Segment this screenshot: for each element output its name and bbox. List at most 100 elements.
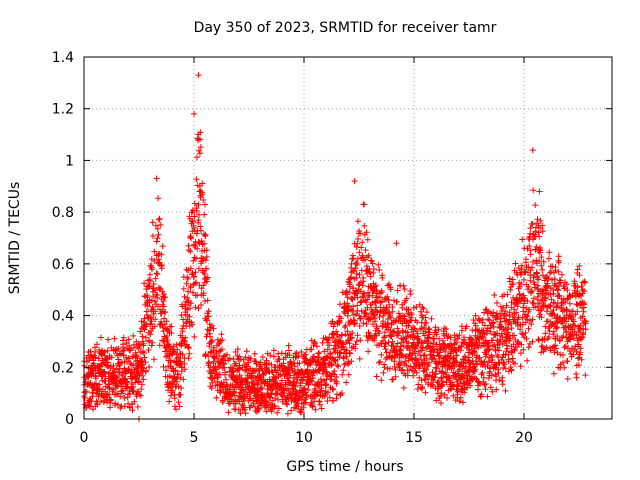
data-point (138, 358, 145, 364)
data-point (515, 339, 522, 346)
data-point (339, 371, 346, 378)
data-point (183, 280, 190, 287)
y-tick-label: 0.4 (52, 309, 74, 325)
data-point (338, 315, 344, 322)
data-point (432, 370, 439, 377)
data-point (490, 323, 497, 330)
data-point (582, 279, 589, 286)
data-point (405, 322, 412, 329)
data-point (399, 320, 406, 327)
data-point (343, 379, 350, 386)
data-point (334, 362, 341, 369)
data-point (153, 238, 160, 245)
data-point (549, 263, 556, 270)
data-point (488, 352, 495, 359)
data-point (466, 339, 472, 346)
data-point (135, 378, 142, 385)
data-point (486, 346, 493, 352)
data-point (550, 328, 557, 335)
data-point (181, 293, 188, 300)
data-point (203, 265, 210, 272)
data-point (160, 291, 167, 298)
data-point (556, 314, 563, 321)
data-point (195, 265, 202, 272)
data-point (408, 311, 415, 318)
data-point (456, 366, 463, 373)
data-point (554, 286, 561, 293)
data-point (529, 221, 536, 228)
axis-ticks (83, 56, 612, 420)
data-point (363, 321, 370, 327)
data-point (150, 233, 156, 239)
data-point (309, 403, 316, 410)
data-point (549, 276, 555, 283)
data-point (378, 289, 385, 296)
data-point (350, 255, 357, 262)
data-point (457, 362, 464, 369)
data-point (200, 290, 207, 297)
data-point (126, 355, 133, 362)
data-point (205, 308, 212, 315)
data-point (529, 316, 536, 323)
data-point (193, 176, 200, 183)
data-point (364, 236, 371, 243)
data-point (574, 266, 581, 273)
data-point (373, 373, 380, 380)
data-point (356, 249, 363, 256)
data-point (96, 381, 103, 388)
data-point (368, 258, 375, 264)
data-point (140, 342, 147, 349)
data-point (186, 305, 193, 312)
data-point (375, 261, 382, 268)
data-point (139, 348, 146, 355)
data-point (287, 372, 294, 379)
data-point (573, 332, 580, 339)
data-point (509, 276, 516, 283)
data-point (357, 315, 364, 322)
data-point (197, 129, 204, 136)
data-point (137, 392, 144, 399)
data-point (236, 398, 243, 405)
x-tick-label: 5 (190, 430, 199, 446)
data-point (554, 324, 561, 331)
data-point (189, 270, 196, 276)
data-point (542, 295, 549, 302)
data-point (539, 266, 546, 273)
data-point (376, 359, 382, 366)
data-point (493, 373, 500, 380)
data-point (362, 247, 369, 254)
data-point (378, 377, 385, 384)
data-point (259, 384, 265, 391)
data-point (106, 391, 113, 398)
data-point (154, 303, 161, 310)
data-point (300, 404, 307, 411)
data-point (478, 391, 485, 398)
data-point (476, 354, 483, 361)
data-point (188, 300, 194, 307)
data-point (288, 407, 295, 414)
data-point (192, 304, 199, 311)
data-point (116, 350, 123, 357)
data-point (147, 331, 154, 338)
data-point (368, 306, 375, 313)
data-point (575, 341, 582, 348)
data-point (331, 368, 338, 374)
data-point (353, 270, 360, 277)
grid-lines (84, 57, 612, 419)
data-point (146, 364, 153, 370)
data-point (120, 334, 127, 341)
data-point (574, 284, 581, 291)
data-point (114, 401, 121, 408)
data-point (367, 269, 374, 276)
data-point (392, 373, 399, 380)
data-point (390, 297, 397, 304)
data-point (379, 274, 386, 281)
data-point (185, 247, 192, 254)
data-point (581, 300, 588, 307)
data-point (149, 266, 155, 273)
data-point (121, 347, 127, 353)
data-point (173, 375, 180, 382)
data-point (504, 345, 511, 352)
data-point (579, 313, 586, 320)
data-point (185, 344, 191, 350)
